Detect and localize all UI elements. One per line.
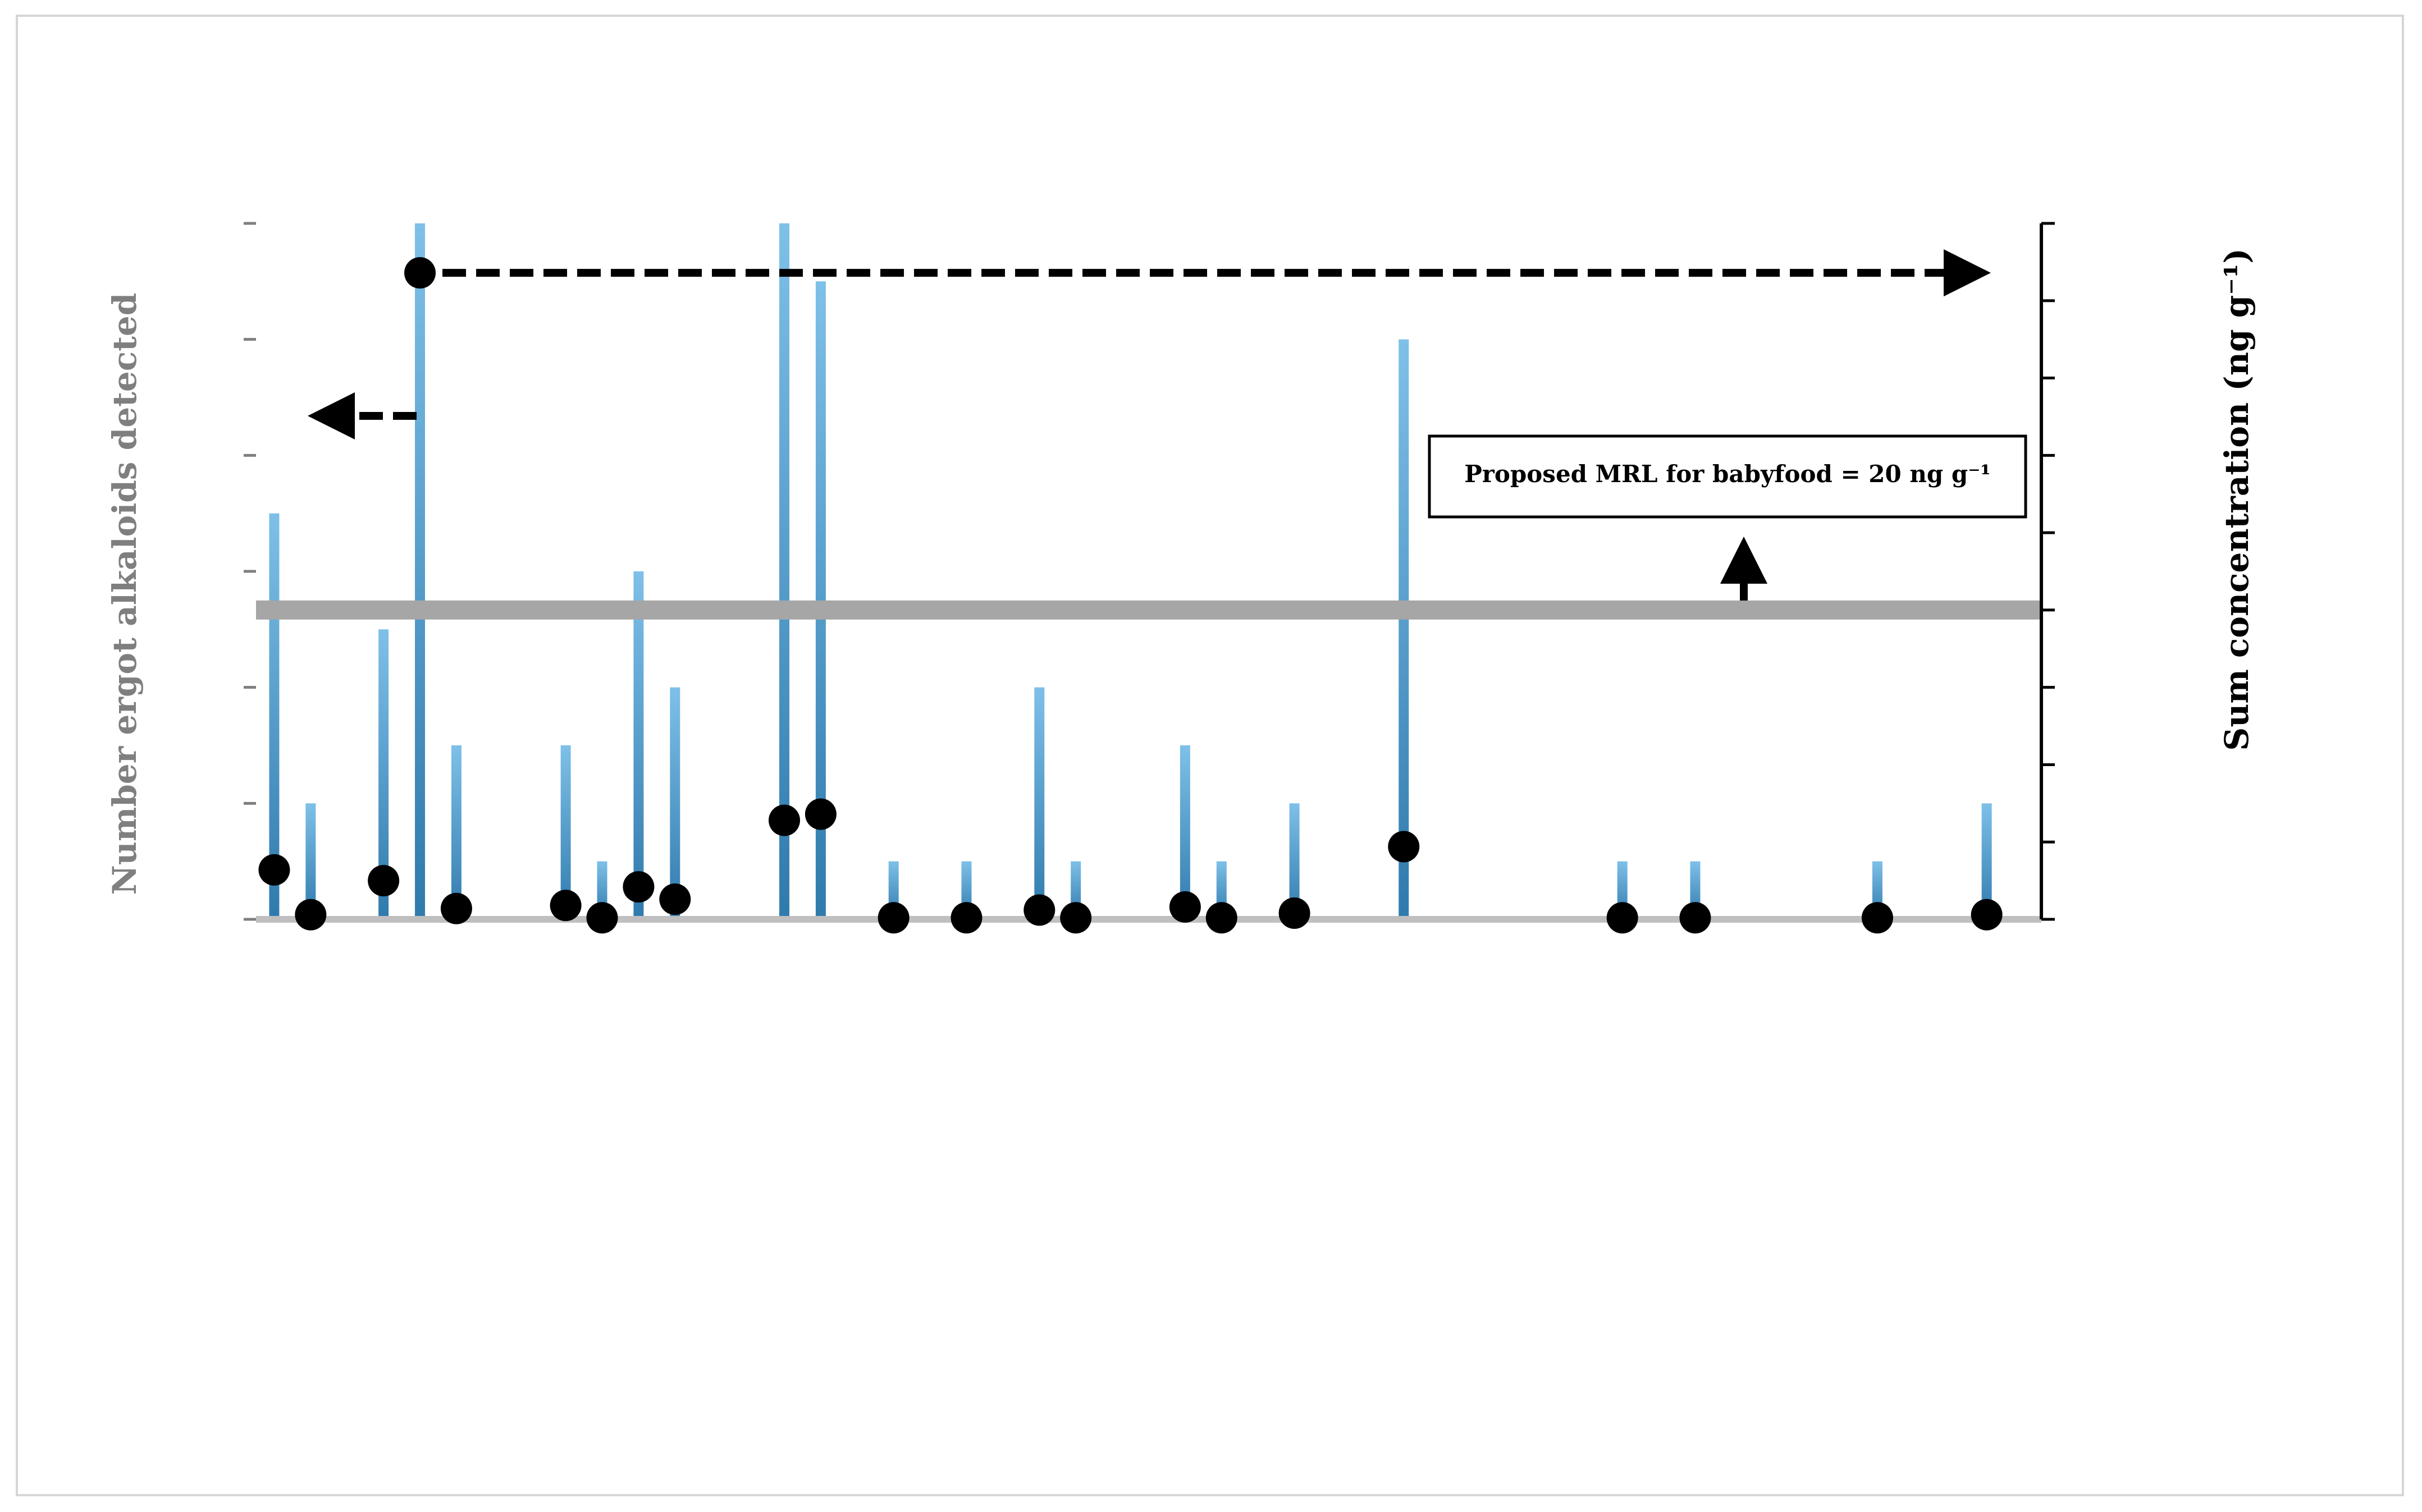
bar-47 xyxy=(1981,803,1992,919)
mrl-annotation: Proposed MRL for babyfood = 20 ng g⁻¹ xyxy=(1428,434,2027,519)
concentration-point-11 xyxy=(659,883,691,915)
mrl-annotation-text: Proposed MRL for babyfood = 20 ng g⁻¹ xyxy=(1464,460,1991,488)
bar-4 xyxy=(415,223,426,919)
concentration-point-5 xyxy=(440,892,472,924)
bar-8 xyxy=(560,745,571,919)
concentration-point-17 xyxy=(878,902,910,934)
bar-5 xyxy=(451,745,461,919)
arrows-layer xyxy=(308,249,1991,601)
concentration-point-1 xyxy=(295,899,327,931)
ergot-chart: Number ergot alkaloids detected Sum conc… xyxy=(106,222,2256,934)
bar-25 xyxy=(1180,745,1190,919)
concentration-point-47 xyxy=(1971,899,2003,931)
concentration-point-19 xyxy=(950,902,982,934)
bar-28 xyxy=(1289,803,1300,919)
concentration-point-22 xyxy=(1060,902,1092,934)
bar-11 xyxy=(670,687,680,919)
bar-31 xyxy=(1399,339,1409,919)
bar-3 xyxy=(378,629,389,919)
concentration-point-21 xyxy=(1023,894,1055,926)
mrl-annotation-box xyxy=(1428,434,2027,519)
concentration-point-31 xyxy=(1388,831,1420,863)
bar-15 xyxy=(815,281,826,919)
concentration-point-3 xyxy=(368,865,400,897)
axes-layer xyxy=(244,222,2055,923)
y-axis-title-left: Number ergot alkaloids detected xyxy=(106,293,144,895)
bar-21 xyxy=(1034,687,1045,919)
concentration-point-9 xyxy=(586,902,618,934)
bar-10 xyxy=(633,571,644,919)
concentration-point-14 xyxy=(769,804,801,836)
concentration-point-44 xyxy=(1861,902,1893,934)
concentration-point-10 xyxy=(623,871,655,903)
bars-layer xyxy=(269,223,1992,919)
concentration-point-0 xyxy=(258,854,290,886)
y-axis-title-right: Sum concentration (ng g⁻¹) xyxy=(2218,248,2256,750)
points-layer xyxy=(258,257,2003,934)
concentration-point-26 xyxy=(1205,902,1237,934)
concentration-point-4 xyxy=(404,257,436,289)
concentration-point-8 xyxy=(550,890,582,922)
concentration-point-37 xyxy=(1606,902,1638,934)
concentration-point-25 xyxy=(1169,891,1201,923)
bar-14 xyxy=(779,223,790,919)
concentration-point-39 xyxy=(1679,902,1711,934)
bar-1 xyxy=(305,803,316,919)
concentration-point-28 xyxy=(1278,897,1310,929)
chart-frame: Number ergot alkaloids detected Sum conc… xyxy=(16,15,2404,1496)
concentration-point-15 xyxy=(805,798,837,830)
